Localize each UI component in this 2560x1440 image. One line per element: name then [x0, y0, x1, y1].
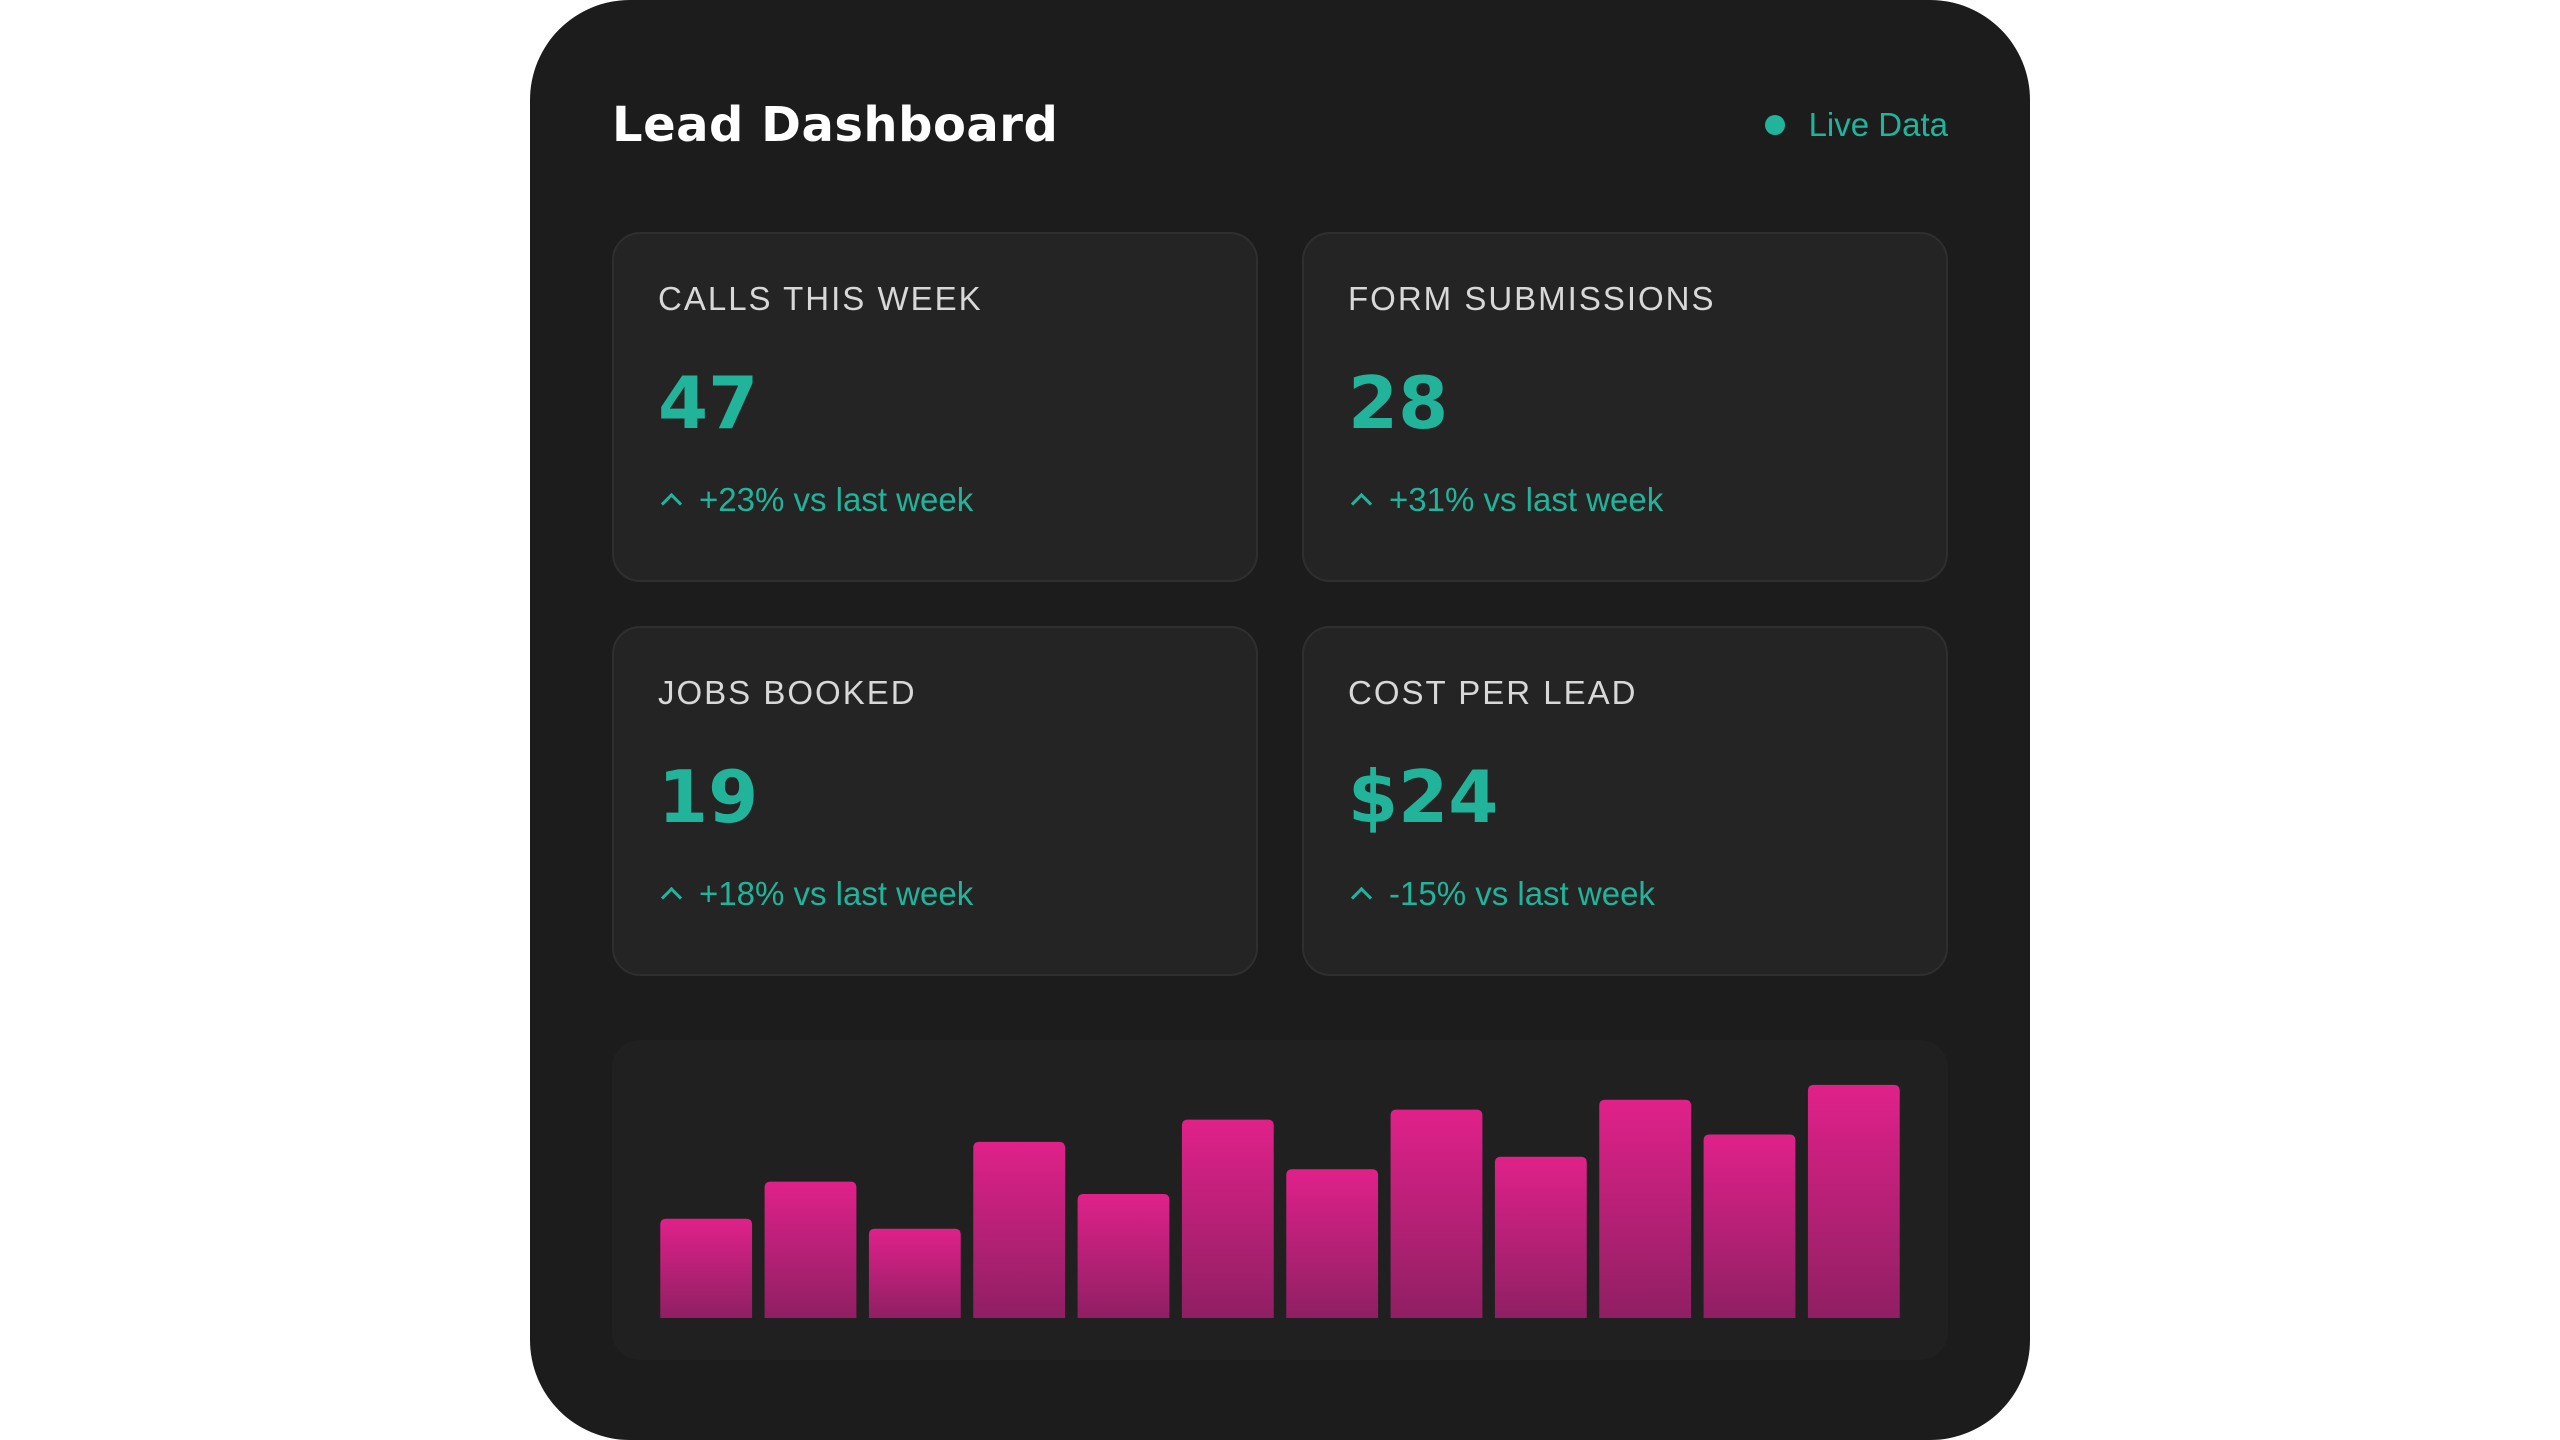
dashboard-panel: Lead Dashboard Live Data CALLS THIS WEEK… [530, 0, 2030, 1440]
chart-bar [660, 1218, 753, 1318]
metric-value: 28 [1348, 361, 1449, 445]
metric-delta: +31% vs last week [1348, 483, 1946, 516]
bars-group [660, 1084, 1900, 1318]
metric-value: $24 [1348, 755, 1499, 839]
chevron-up-icon [660, 886, 683, 909]
chart-bar [1494, 1156, 1587, 1318]
metric-delta: -15% vs last week [1348, 877, 1946, 910]
metric-value: 47 [658, 361, 759, 445]
metric-label: COST PER LEAD [1348, 674, 1638, 711]
page-title: Lead Dashboard [612, 97, 1059, 153]
metric-card-jobs-booked: JOBS BOOKED 19 +18% vs last week [612, 626, 1258, 976]
metric-delta-text: +31% vs last week [1389, 481, 1664, 518]
bar-chart-svg [660, 1084, 1900, 1318]
chart-bar [973, 1141, 1066, 1318]
metric-value: 19 [658, 755, 759, 839]
header: Lead Dashboard Live Data [612, 90, 1948, 160]
chart-bar [1703, 1134, 1796, 1318]
chevron-up-icon [660, 492, 683, 515]
metric-card-cost-per-lead: COST PER LEAD $24 -15% vs last week [1302, 626, 1948, 976]
chart-bar [1077, 1194, 1170, 1318]
metric-delta: +23% vs last week [658, 483, 1256, 516]
dot-icon [1764, 115, 1785, 135]
bar-chart [612, 1040, 1948, 1360]
chevron-up-icon [1350, 886, 1373, 909]
metric-label: JOBS BOOKED [658, 674, 917, 711]
live-data-indicator: Live Data [1764, 106, 1948, 144]
metric-delta-text: +23% vs last week [699, 481, 974, 518]
metric-cards: CALLS THIS WEEK 47 +23% vs last week FOR… [612, 232, 1948, 976]
metric-delta: +18% vs last week [658, 877, 1256, 910]
metric-delta-text: +18% vs last week [699, 875, 974, 912]
chart-bar [1599, 1099, 1692, 1318]
metric-delta-text: -15% vs last week [1389, 875, 1655, 912]
chart-bar [1181, 1119, 1274, 1318]
metric-label: CALLS THIS WEEK [658, 280, 983, 317]
chart-bar [868, 1228, 961, 1318]
metric-card-form-submissions: FORM SUBMISSIONS 28 +31% vs last week [1302, 232, 1948, 582]
chevron-up-icon [1350, 492, 1373, 515]
chart-bar [1390, 1109, 1483, 1318]
metric-label: FORM SUBMISSIONS [1348, 280, 1716, 317]
chart-bar [1807, 1084, 1900, 1318]
metric-card-calls: CALLS THIS WEEK 47 +23% vs last week [612, 232, 1258, 582]
chart-bar [1286, 1169, 1379, 1318]
chart-bar [764, 1181, 857, 1318]
live-data-label: Live Data [1808, 106, 1948, 143]
